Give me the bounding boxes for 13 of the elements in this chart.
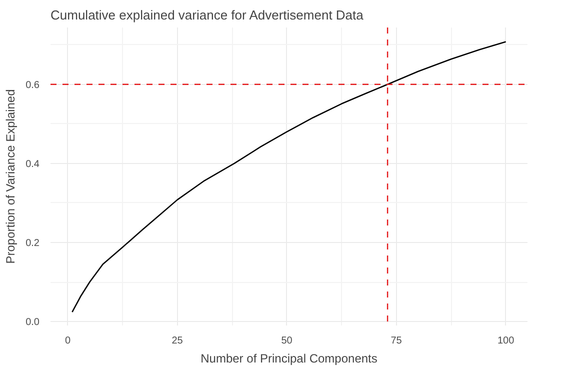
y-axis-title: Proportion of Variance Explained xyxy=(4,89,18,264)
x-tick-label: 0 xyxy=(65,336,72,346)
y-tick-label: 0.6 xyxy=(26,80,40,91)
x-tick-label: 75 xyxy=(390,336,402,346)
x-axis-title: Number of Principal Components xyxy=(200,352,378,366)
y-tick-label: 0.2 xyxy=(26,238,40,250)
x-tick-label: 50 xyxy=(281,336,293,346)
chart-title: Cumulative explained variance for Advertisement Data xyxy=(50,8,364,22)
x-tick-label: 25 xyxy=(172,336,184,346)
y-tick-label: 0.4 xyxy=(26,158,40,170)
y-tick-label: 0.0 xyxy=(26,317,40,328)
x-tick-label: 100 xyxy=(497,336,515,346)
line-series xyxy=(72,41,506,313)
